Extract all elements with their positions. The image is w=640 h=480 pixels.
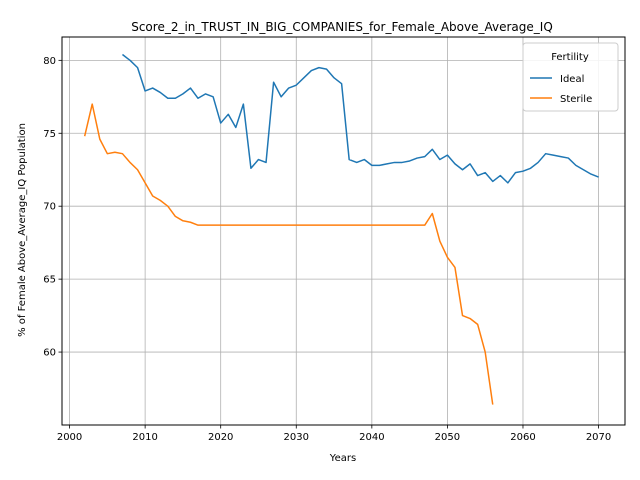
y-axis: 60 65 70 75 80: [43, 56, 62, 359]
y-tick-label: 80: [43, 56, 56, 67]
series-line-ideal: [122, 53, 599, 184]
x-tick-label: 2030: [284, 432, 309, 443]
series-line-sterile: [83, 103, 494, 405]
y-tick-label: 60: [43, 348, 56, 359]
series-lines: [83, 53, 599, 405]
x-axis-label: Years: [329, 453, 356, 464]
legend-box: [522, 42, 619, 112]
x-tick-label: 2040: [359, 432, 384, 443]
legend-label-sterile: Sterile: [560, 94, 592, 105]
plot-frame: [61, 36, 626, 426]
chart-title: Score_2_in_TRUST_IN_BIG_COMPANIES_for_Fe…: [131, 20, 553, 34]
x-tick-label: 2060: [510, 432, 535, 443]
legend-title: Fertility: [551, 52, 589, 63]
x-tick-label: 2070: [586, 432, 611, 443]
x-tick-label: 2020: [208, 432, 233, 443]
y-tick-label: 70: [43, 202, 56, 213]
x-tick-label: 2000: [57, 432, 82, 443]
y-axis-label: % of Female Above_Average_IQ Population: [17, 123, 28, 337]
legend: Fertility Ideal Sterile: [522, 42, 619, 112]
x-tick-label: 2050: [435, 432, 460, 443]
y-tick-label: 65: [43, 275, 56, 286]
legend-label-ideal: Ideal: [560, 74, 584, 85]
x-axis: 2000 2010 2020 2030 2040 2050 2060 2070: [57, 425, 611, 443]
y-tick-label: 75: [43, 129, 56, 140]
x-tick-label: 2010: [132, 432, 157, 443]
